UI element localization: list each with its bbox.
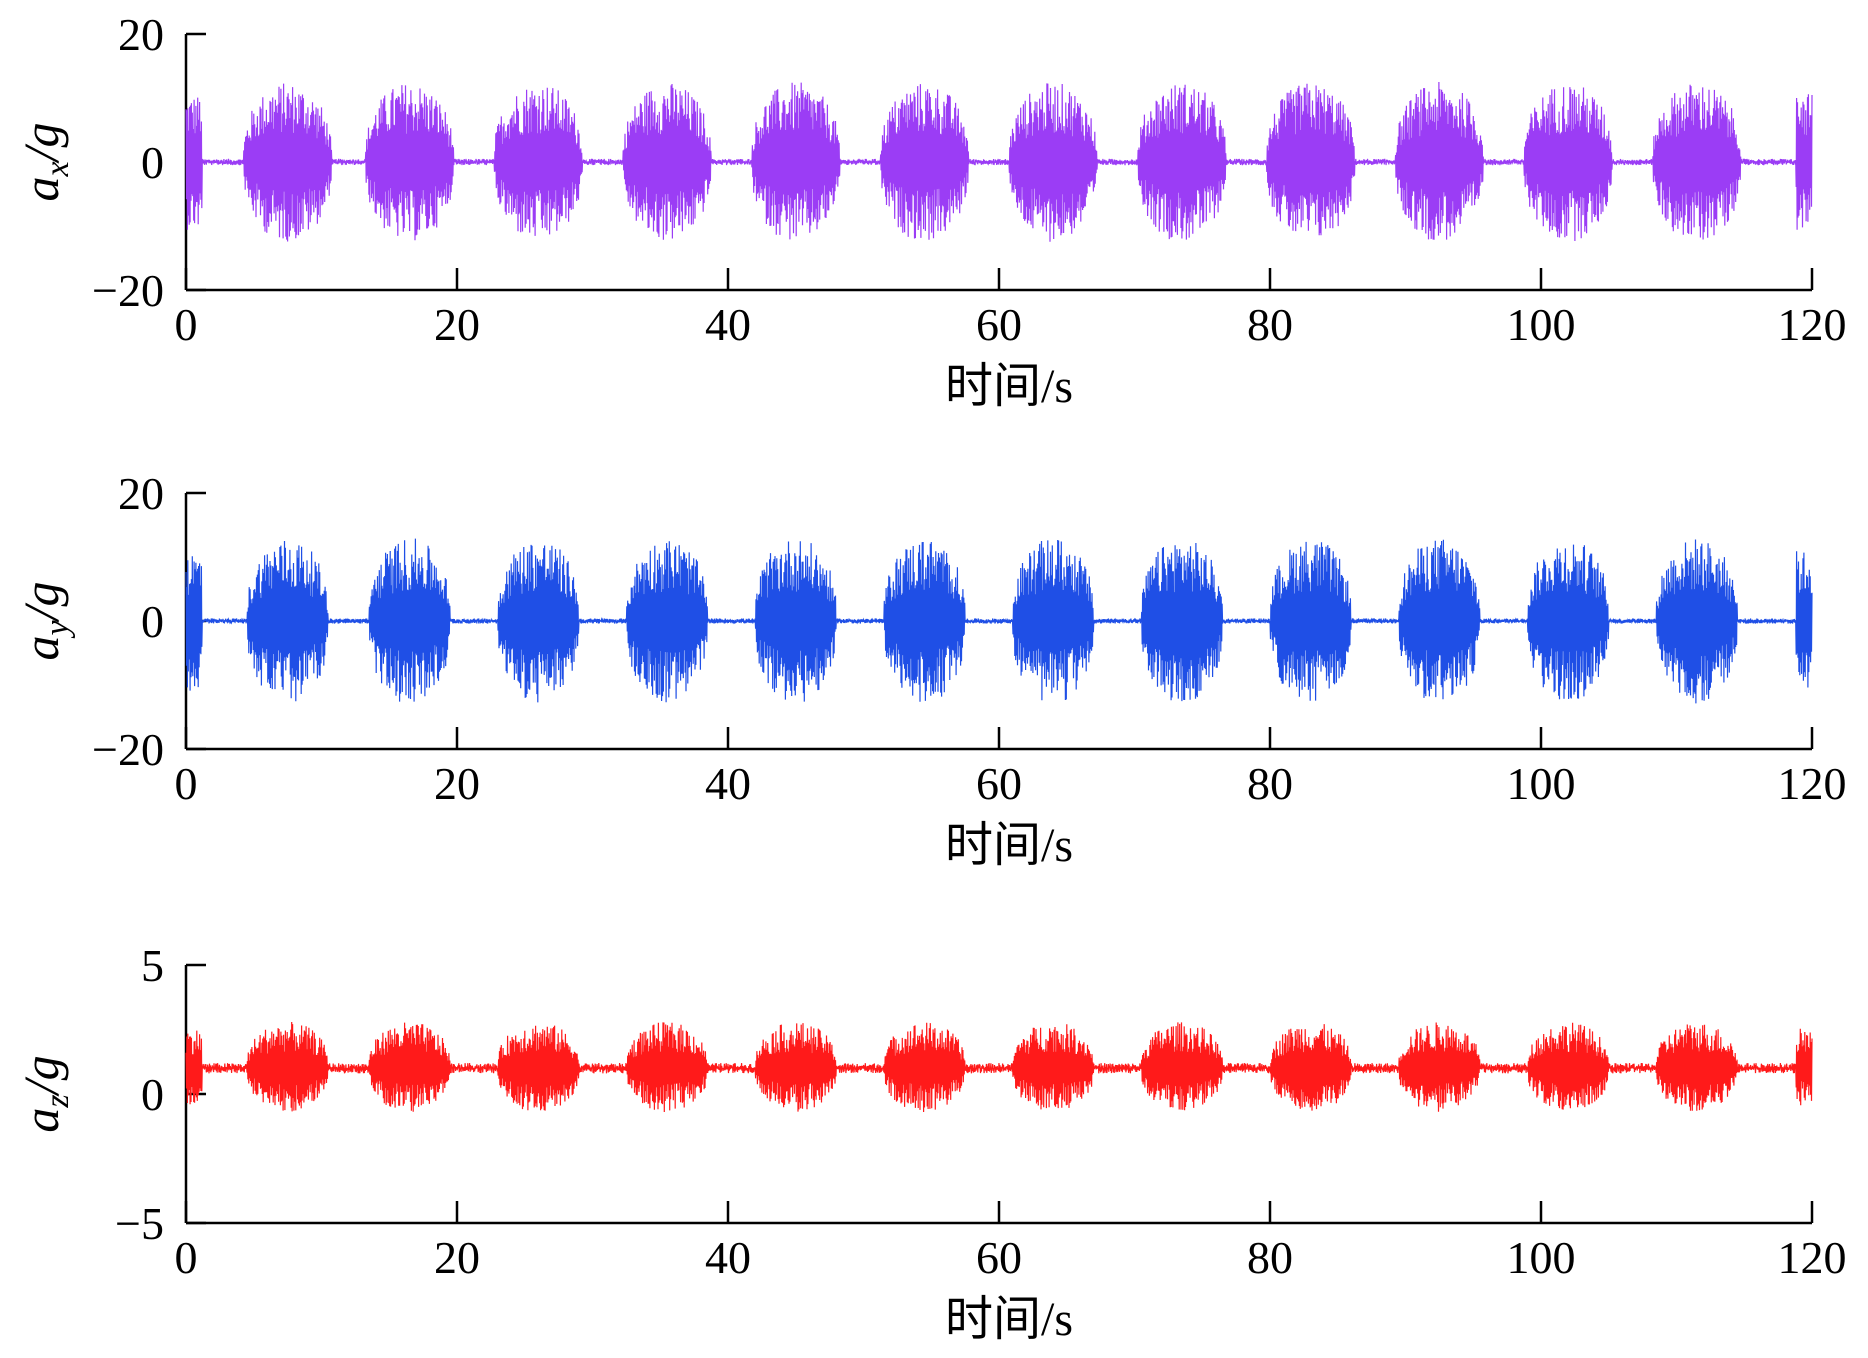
x-tick-label: 40: [705, 758, 751, 809]
x-tick-label: 40: [705, 1232, 751, 1283]
y-tick-label: 0: [141, 596, 164, 647]
y-tick-label: 0: [141, 1069, 164, 1120]
x-tick-label: 120: [1778, 758, 1847, 809]
x-axis-label: 时间/s: [945, 360, 1073, 413]
x-tick-label: 20: [434, 758, 480, 809]
x-tick-label: 40: [705, 299, 751, 350]
x-tick-label: 20: [434, 1232, 480, 1283]
y-tick-label: −20: [92, 724, 164, 775]
x-tick-label: 120: [1778, 1232, 1847, 1283]
x-axis-label: 时间/s: [945, 1293, 1073, 1346]
x-tick-label: 0: [175, 1232, 198, 1283]
x-tick-label: 0: [175, 758, 198, 809]
x-tick-label: 100: [1507, 299, 1576, 350]
x-tick-label: 80: [1247, 1232, 1293, 1283]
x-tick-label: 60: [976, 299, 1022, 350]
x-tick-label: 80: [1247, 299, 1293, 350]
y-tick-label: −5: [115, 1198, 164, 1249]
x-tick-label: 20: [434, 299, 480, 350]
x-tick-label: 120: [1778, 299, 1847, 350]
y-axis-label: ax/g: [13, 123, 76, 202]
y-tick-label: 5: [141, 940, 164, 991]
x-tick-label: 100: [1507, 1232, 1576, 1283]
x-tick-label: 60: [976, 1232, 1022, 1283]
y-tick-label: −20: [92, 265, 164, 316]
y-tick-label: 20: [118, 9, 164, 60]
x-tick-label: 0: [175, 299, 198, 350]
y-tick-label: 0: [141, 137, 164, 188]
x-axis-label: 时间/s: [945, 819, 1073, 872]
x-tick-label: 100: [1507, 758, 1576, 809]
series-line-x: [185, 81, 1813, 242]
y-axis-label: ay/g: [13, 582, 76, 661]
series-line-y: [185, 538, 1813, 704]
y-axis-label: az/g: [13, 1055, 76, 1132]
y-tick-label: 20: [118, 468, 164, 519]
series-line-z: [185, 1021, 1813, 1113]
x-tick-label: 80: [1247, 758, 1293, 809]
x-tick-label: 60: [976, 758, 1022, 809]
